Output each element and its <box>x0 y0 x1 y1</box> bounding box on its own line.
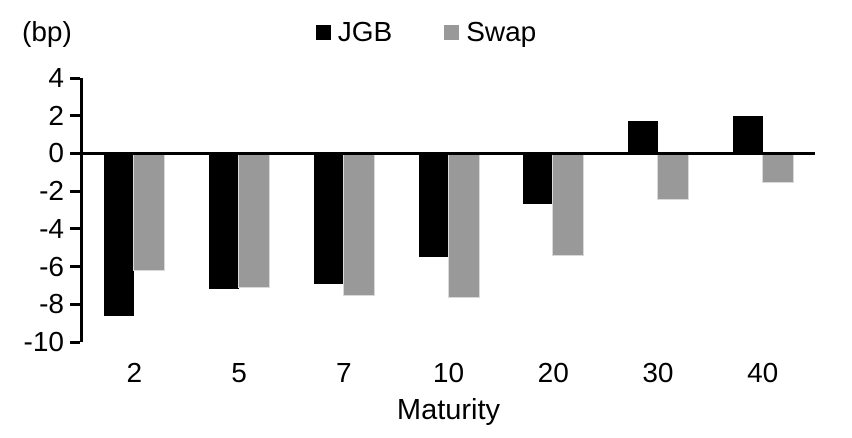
y-tick-mark <box>70 340 80 344</box>
y-tick-label: -10 <box>23 326 64 357</box>
y-tick-mark <box>70 151 80 155</box>
legend-label-jgb: JGB <box>337 16 393 47</box>
bar-jgb-5 <box>209 153 240 290</box>
x-tick-label: 40 <box>747 357 779 388</box>
y-tick-label: 0 <box>48 137 64 169</box>
bar-swap-7 <box>343 153 374 295</box>
y-tick-mark <box>70 189 80 193</box>
zero-axis-line <box>80 151 815 155</box>
legend-item-jgb: JGB <box>315 16 393 48</box>
x-tick-label: 5 <box>231 357 247 388</box>
bar-jgb-2 <box>104 153 135 316</box>
bar-jgb-7 <box>313 153 344 284</box>
bar-swap-2 <box>134 153 165 271</box>
x-tick-label: 10 <box>432 357 465 388</box>
y-tick-mark <box>70 114 80 118</box>
y-tick-mark <box>70 302 80 306</box>
bar-swap-30 <box>657 153 688 199</box>
x-tick-label: 7 <box>335 357 352 388</box>
y-tick-label: 2 <box>48 99 64 131</box>
bar-swap-10 <box>448 153 479 297</box>
bar-swap-20 <box>553 153 584 256</box>
bar-jgb-10 <box>418 153 449 258</box>
bar-jgb-20 <box>523 153 554 205</box>
y-tick-label: -6 <box>39 250 64 282</box>
y-tick-label: 4 <box>48 62 64 93</box>
y-tick-mark <box>70 76 80 80</box>
y-tick-mark <box>70 227 80 231</box>
legend: JGB Swap <box>0 16 852 48</box>
legend-item-swap: Swap <box>444 16 536 48</box>
y-tick-label: -2 <box>39 175 64 207</box>
x-axis-title: Maturity <box>396 394 501 426</box>
y-tick-label: -8 <box>39 288 64 320</box>
y-axis-unit-label: (bp) <box>22 16 72 47</box>
bar-jgb-30 <box>627 121 658 154</box>
jgb-series-swatch-icon <box>315 24 331 40</box>
y-axis-line <box>80 78 83 342</box>
x-tick-label: 20 <box>537 357 569 388</box>
y-tick-mark <box>70 265 80 269</box>
x-tick-label: 2 <box>126 357 143 388</box>
bar-swap-40 <box>762 153 793 182</box>
y-tick-label: -4 <box>39 212 64 244</box>
swap-series-swatch-icon <box>444 24 460 40</box>
x-tick-label: 30 <box>642 357 674 388</box>
bar-jgb-40 <box>732 115 763 154</box>
bar-swap-5 <box>239 153 270 288</box>
legend-label-swap: Swap <box>466 16 537 47</box>
